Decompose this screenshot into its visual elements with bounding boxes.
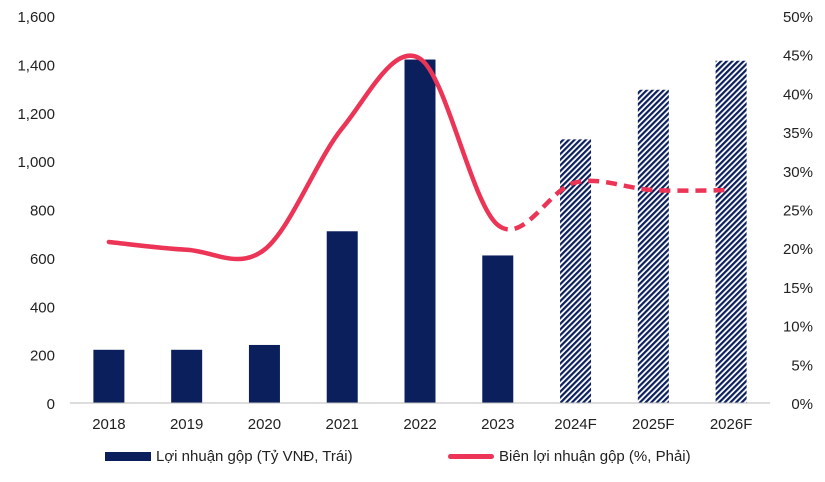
x-tick-label: 2019 (170, 416, 203, 433)
left-tick-label: 1,200 (17, 106, 55, 123)
x-tick-label: 2024F (554, 416, 597, 433)
bar (715, 60, 747, 403)
left-tick-label: 600 (30, 251, 55, 268)
right-tick-label: 35% (783, 125, 813, 142)
legend-item-bar: Lợi nhuận gộp (Tỷ VNĐ, Trái) (105, 448, 353, 465)
x-tick-label: 2018 (92, 416, 125, 433)
x-tick-label: 2021 (326, 416, 359, 433)
margin-line-actual (106, 53, 501, 262)
x-axis-ticks: 2018 2019 2020 2021 2022 2023 2024F 2025F 2026F (92, 416, 752, 433)
left-tick-label: 800 (30, 203, 55, 220)
bar (326, 231, 358, 403)
legend-bar-label: Lợi nhuận gộp (Tỷ VNĐ, Trái) (156, 448, 353, 465)
right-tick-label: 20% (783, 241, 813, 258)
right-tick-label: 25% (783, 203, 813, 220)
bar (248, 344, 280, 403)
right-tick-label: 5% (791, 357, 813, 374)
x-tick-label: 2020 (248, 416, 281, 433)
bar (637, 89, 669, 403)
bar (404, 59, 436, 403)
bar (482, 255, 514, 403)
margin-line-forecast (496, 178, 732, 232)
x-tick-label: 2025F (632, 416, 675, 433)
x-tick-label: 2026F (710, 416, 753, 433)
right-tick-label: 45% (783, 48, 813, 65)
left-tick-label: 1,400 (17, 57, 55, 74)
bar (93, 349, 125, 403)
left-tick-label: 200 (30, 348, 55, 365)
right-tick-label: 0% (791, 396, 813, 413)
legend-line-label: Biên lợi nhuận gộp (%, Phải) (499, 448, 691, 465)
legend-line-swatch (448, 454, 494, 459)
legend-item-line: Biên lợi nhuận gộp (%, Phải) (448, 448, 691, 465)
left-tick-label: 0 (47, 396, 55, 413)
x-tick-label: 2023 (481, 416, 514, 433)
right-tick-label: 40% (783, 86, 813, 103)
line-series (106, 53, 732, 262)
legend-bar-swatch (105, 452, 151, 461)
bar (560, 139, 592, 403)
right-tick-label: 10% (783, 319, 813, 336)
right-tick-label: 30% (783, 164, 813, 181)
left-tick-label: 1,000 (17, 154, 55, 171)
x-tick-label: 2022 (403, 416, 436, 433)
right-tick-label: 50% (783, 9, 813, 26)
left-tick-label: 1,600 (17, 9, 55, 26)
bar-series (93, 59, 747, 403)
left-tick-label: 400 (30, 299, 55, 316)
legend: Lợi nhuận gộp (Tỷ VNĐ, Trái) Biên lợi nh… (0, 448, 825, 472)
right-axis-ticks: 0% 5% 10% 15% 20% 25% 30% 35% 40% 45% 50% (783, 9, 813, 413)
combo-chart: 0 200 400 600 800 1,000 1,200 1,400 1,600 0% 5% 10… (17, 9, 813, 433)
right-tick-label: 15% (783, 280, 813, 297)
left-axis-ticks: 0 200 400 600 800 1,000 1,200 1,400 1,600 (17, 9, 55, 413)
bar (171, 349, 203, 403)
